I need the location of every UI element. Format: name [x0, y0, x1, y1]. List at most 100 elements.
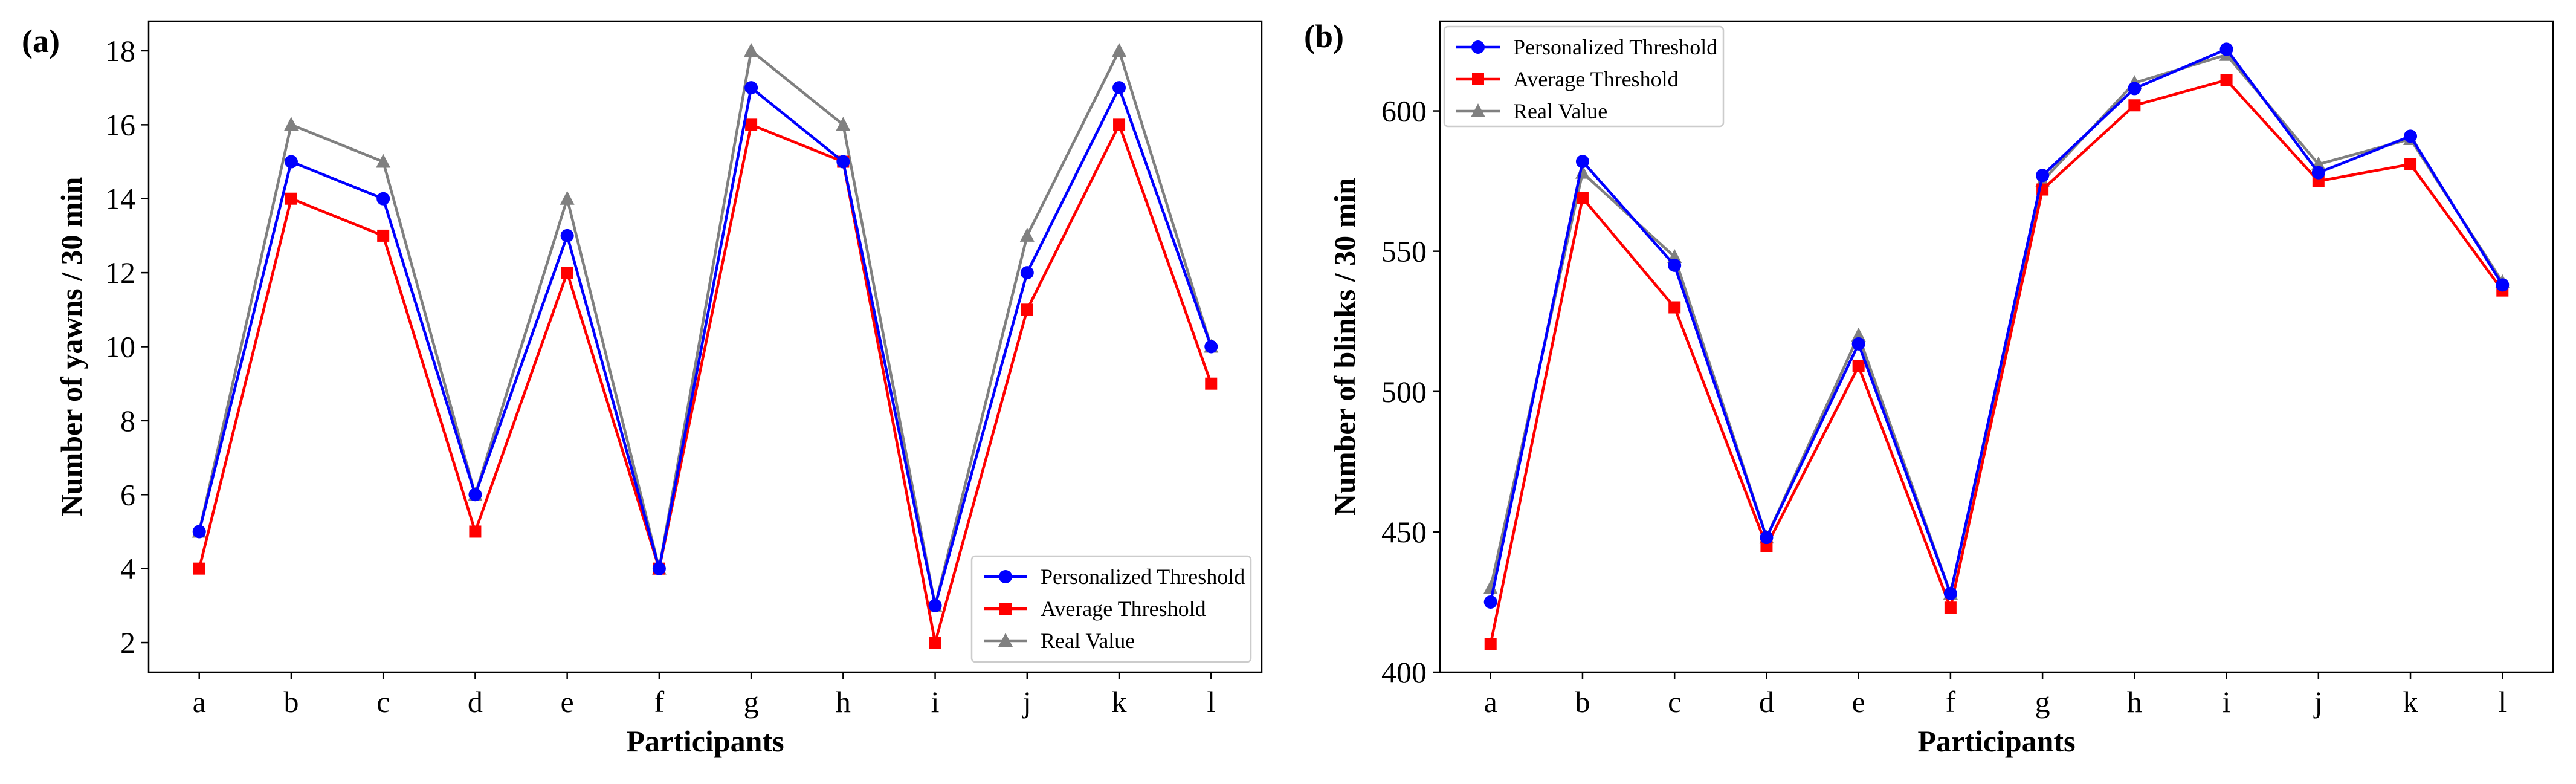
x-tick-label: f	[654, 685, 665, 719]
x-tick-label: i	[2223, 685, 2231, 719]
legend-marker	[999, 570, 1012, 583]
x-tick-label: h	[2127, 685, 2142, 719]
data-point	[561, 267, 573, 279]
y-tick-label: 450	[1381, 515, 1427, 549]
y-axis-title: Number of yawns / 30 min	[54, 177, 88, 516]
data-point	[2404, 129, 2418, 143]
data-point	[1204, 340, 1218, 354]
y-tick-label: 14	[105, 182, 135, 216]
data-point	[1483, 595, 1497, 609]
data-point	[376, 192, 390, 206]
y-tick-label: 10	[105, 330, 135, 364]
y-tick-label: 600	[1381, 94, 1427, 128]
chart-panel-b: (b) a b c d e f g h i j k l 400 450 500 550 600 Participan…	[1304, 18, 2554, 758]
data-point	[1575, 155, 1589, 169]
data-point	[2036, 169, 2050, 183]
x-tick-label: d	[468, 685, 483, 719]
legend: Personalized Threshold Average Threshold R…	[1443, 25, 1725, 128]
series-average	[1484, 74, 2509, 650]
x-tick-label: j	[1022, 685, 1031, 719]
data-point	[1944, 601, 1957, 614]
data-point	[836, 155, 850, 169]
data-point	[2496, 278, 2510, 292]
y-tick-label: 18	[105, 34, 135, 68]
data-point	[745, 118, 758, 131]
data-point	[929, 637, 941, 649]
legend-label: Average Threshold	[1513, 67, 1679, 91]
series-line	[198, 84, 1213, 606]
legend-marker	[999, 603, 1012, 615]
data-point	[1113, 118, 1126, 131]
y-tick-label: 16	[105, 108, 135, 141]
x-axis-title: Participants	[626, 724, 784, 758]
data-point	[2404, 158, 2417, 170]
x-tick-label: f	[1946, 685, 1956, 719]
y-tick-label: 12	[105, 256, 135, 290]
panel-label: (a)	[22, 23, 60, 59]
data-point	[1668, 258, 1682, 272]
x-axis-title: Participants	[1917, 724, 2075, 758]
chart-panel-a: (a) a b c d e f g h i j k l 2 4 6 8 10 12 14 16 18 Participant…	[22, 20, 1263, 758]
legend-label: Personalized Threshold	[1041, 565, 1245, 589]
x-tick-label: g	[744, 685, 759, 719]
data-point	[2128, 82, 2142, 96]
x-tick-label: e	[561, 685, 574, 719]
y-tick-label: 4	[120, 552, 135, 586]
legend-marker	[1471, 103, 1485, 117]
x-tick-label: l	[2498, 685, 2507, 719]
y-tick-label: 8	[120, 404, 135, 438]
x-tick-label: a	[193, 685, 206, 719]
legend-label: Real Value	[1041, 629, 1135, 653]
x-tick-label: l	[1207, 685, 1215, 719]
y-tick-label: 550	[1381, 235, 1427, 268]
x-tick-label: b	[1575, 685, 1590, 719]
x-tick-label: e	[1852, 685, 1865, 719]
series-line	[1489, 47, 2504, 603]
data-point	[1021, 303, 1033, 316]
x-tick-label: c	[376, 685, 390, 719]
legend-marker	[1471, 40, 1485, 54]
data-point	[744, 81, 758, 95]
series-line	[1489, 78, 2504, 645]
x-tick-label: c	[1668, 685, 1681, 719]
series-line	[198, 121, 1213, 643]
y-tick-label: 500	[1381, 375, 1427, 409]
x-tick-label: j	[2313, 685, 2323, 719]
data-point	[560, 228, 574, 242]
x-tick-label: a	[1484, 685, 1497, 719]
data-point	[928, 598, 942, 612]
data-point	[1851, 327, 1866, 342]
y-tick-label: 6	[120, 478, 135, 511]
data-point	[1019, 227, 1035, 242]
x-tick-label: g	[2035, 685, 2050, 719]
legend: Personalized Threshold Average Threshold R…	[970, 555, 1252, 663]
data-point	[377, 229, 390, 242]
legend-marker	[1472, 73, 1484, 85]
data-point	[285, 192, 297, 205]
x-tick-label: d	[1759, 685, 1774, 719]
data-point	[2220, 74, 2233, 86]
data-point	[468, 488, 482, 502]
data-point	[283, 117, 299, 131]
data-point	[2128, 99, 2141, 112]
legend-label: Personalized Threshold	[1513, 35, 1717, 59]
plot-frame	[1439, 20, 2554, 673]
data-point	[1576, 192, 1589, 204]
series-line	[198, 47, 1213, 606]
series-personalized	[192, 81, 1218, 612]
data-point	[284, 155, 298, 169]
data-point	[469, 525, 482, 538]
data-point	[376, 154, 391, 168]
y-tick-label: 400	[1381, 655, 1427, 689]
data-point	[560, 190, 575, 205]
data-point	[836, 117, 851, 131]
y-tick-label: 2	[120, 626, 135, 659]
legend-label: Average Threshold	[1041, 597, 1206, 621]
x-tick-label: i	[931, 685, 940, 719]
x-tick-label: h	[836, 685, 851, 719]
data-point	[1112, 81, 1126, 95]
data-point	[1484, 638, 1497, 650]
data-point	[1020, 266, 1034, 280]
legend-marker	[998, 633, 1013, 647]
